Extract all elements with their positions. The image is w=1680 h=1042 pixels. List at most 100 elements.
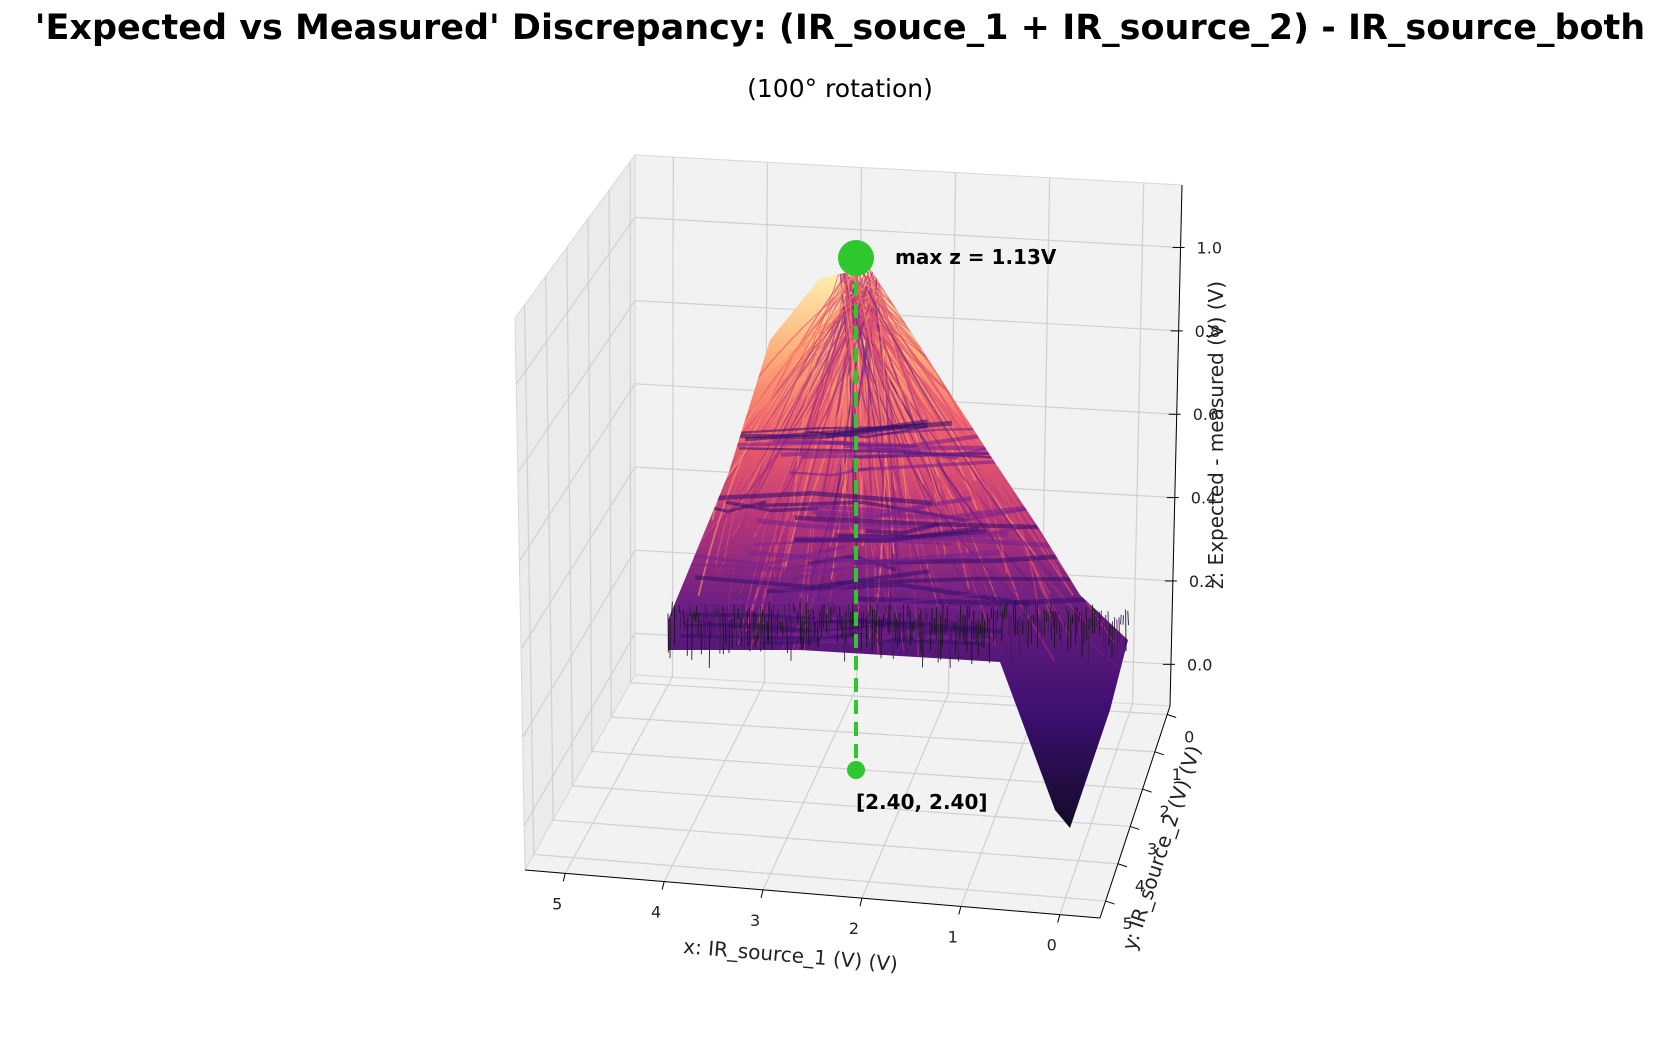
surface-noise-spike: [899, 610, 902, 639]
surface-noise-spike: [695, 606, 698, 621]
y-tick-label: 2: [1159, 802, 1169, 821]
x-tick-label: 5: [552, 894, 562, 913]
x-tick-label: 1: [948, 927, 958, 946]
surface-noise-spike: [682, 610, 685, 627]
surface-noise-spike: [679, 611, 682, 629]
y-gridline-left: [587, 218, 593, 752]
surface-noise-spike: [767, 601, 770, 643]
surface-strand: [868, 304, 996, 609]
x-tick-mark: [760, 889, 764, 898]
y-tick-label: 0: [1184, 727, 1194, 746]
surface-noise-spike: [1003, 606, 1006, 620]
surface-ridge: [794, 526, 980, 543]
surface-strand: [800, 298, 843, 598]
surface-noise-spike: [774, 616, 777, 646]
z-axis-label: z: Expected - measured (V) (V): [1204, 281, 1228, 589]
surface-ridge: [691, 491, 933, 506]
surface-noise-spike: [788, 602, 791, 628]
surface-noise-spike: [1089, 617, 1091, 630]
x-tick-mark: [1057, 914, 1061, 923]
x-tick-label: 2: [849, 919, 859, 938]
z-tick-label: 0.8: [1195, 322, 1220, 341]
z-gridline: [515, 216, 1181, 385]
surface-ridge: [729, 566, 844, 583]
surface-strand: [697, 279, 874, 597]
surface-noise-spike: [1081, 613, 1083, 657]
y-gridline-left: [545, 276, 554, 821]
surface-noise-spike: [1023, 604, 1025, 631]
surface-noise-spike: [875, 603, 878, 634]
surface-noise-spike: [822, 604, 825, 629]
surface-ridge: [865, 522, 939, 536]
x-gridline-back: [1131, 182, 1145, 704]
surface-ridge: [801, 450, 1023, 459]
surface-noise-spike: [851, 602, 854, 637]
surface-noise-spike: [962, 614, 964, 641]
y-tick-mark: [1130, 825, 1140, 830]
surface-noise-spike: [671, 601, 673, 616]
surface-noise-spike: [841, 616, 844, 638]
surface-noise-spike: [905, 623, 907, 654]
surface-noise-spike: [746, 610, 749, 647]
z-axis-line: [1169, 184, 1183, 707]
z-ticks: 0.0 0.2 0.4 0.6 0.8 1.0: [1162, 239, 1222, 674]
x-tick-label: 0: [1047, 936, 1057, 955]
surface-ridge: [854, 524, 1041, 541]
surface-noise-spike: [1001, 610, 1003, 642]
y-tick-label: 3: [1147, 839, 1157, 858]
surface-noise-spike: [684, 620, 687, 631]
surface-noise-spike: [718, 607, 720, 631]
max-point-marker: [838, 240, 874, 276]
surface-noise-spike: [1034, 602, 1037, 626]
surface-noise-spike: [902, 604, 905, 641]
surface-noise-spike: [933, 618, 936, 634]
z-tick-label: 0.0: [1187, 655, 1212, 674]
surface-ridge: [794, 515, 1055, 530]
surface-ridge: [819, 624, 932, 644]
surface-strand: [865, 286, 1086, 614]
z-tick-label: 1.0: [1197, 239, 1222, 258]
surface-noise-spike: [1085, 607, 1088, 641]
surface-noise-spike: [801, 619, 803, 650]
surface-noise-spike: [1116, 619, 1119, 654]
surface-noise-spike: [1107, 611, 1110, 647]
surface-noise-spike: [1053, 611, 1056, 648]
surface-noise-spike: [949, 620, 951, 668]
surface-noise-spike: [1060, 622, 1063, 643]
surface-noise-spike: [983, 620, 986, 648]
surface-noise-spike: [882, 614, 885, 628]
y-tick-mark: [1154, 751, 1165, 756]
surface-noise-spike: [1127, 610, 1130, 626]
surface-noise-spike: [799, 602, 802, 643]
surface-noise-spike: [784, 603, 786, 623]
surface-ridge: [726, 629, 994, 643]
surface-ridge: [689, 556, 880, 570]
surface-noise-spike: [1065, 606, 1068, 615]
surface-ridge: [683, 544, 847, 567]
surface-ridge: [758, 500, 968, 523]
surface-ridge: [759, 628, 870, 646]
surface-noise-spike: [941, 604, 944, 648]
surface-noise-spike: [704, 603, 706, 651]
surface-noise-spike: [828, 603, 830, 638]
surface-ridge: [766, 582, 1030, 607]
surface-ridge: [735, 562, 912, 572]
surface-ridge: [816, 505, 926, 520]
surface-noise-spike: [839, 606, 841, 628]
surface-noise-spike: [1021, 620, 1024, 636]
surface-noise-spike: [1050, 603, 1053, 640]
y-tick-mark: [1117, 863, 1128, 868]
surface-noise-spike: [728, 620, 731, 653]
surface-strand: [876, 297, 970, 589]
surface-noise-spike: [702, 615, 705, 634]
surface-strand: [877, 285, 954, 508]
y-gridline-floor: [572, 785, 1131, 828]
surface-noise-spike: [710, 612, 713, 638]
surface-noise-spike: [894, 612, 896, 642]
x-ticks: 5 4 3 2 1 0: [552, 873, 1061, 955]
y-tick-label: 4: [1135, 877, 1145, 896]
max-coords-label: [2.40, 2.40]: [856, 790, 988, 814]
surface-noise-spike: [1005, 602, 1008, 618]
surface-noise-spike: [929, 621, 932, 651]
